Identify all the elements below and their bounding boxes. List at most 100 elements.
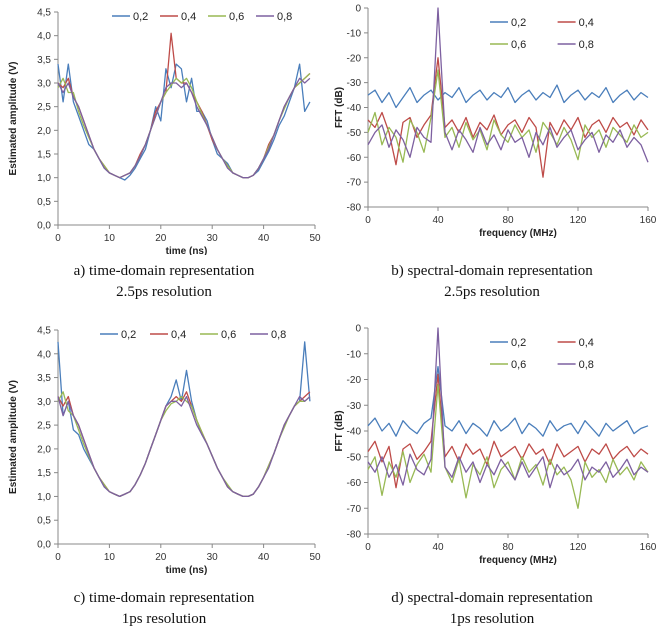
y-tick-label: 1,5 xyxy=(37,150,51,161)
series-line-0-8 xyxy=(367,7,649,163)
x-axis-label: frequency (MHz) xyxy=(479,228,557,239)
series-line-0-6 xyxy=(367,69,649,163)
y-tick-label: 3,5 xyxy=(37,373,51,384)
legend-label: 0,4 xyxy=(579,17,594,29)
y-tick-label: -20 xyxy=(347,375,362,386)
legend-label: 0,2 xyxy=(133,11,148,23)
y-tick-label: 3,0 xyxy=(37,397,51,408)
caption-a-line2: 2.5ps resolution xyxy=(116,284,212,300)
y-tick-label: 0,0 xyxy=(37,540,51,551)
y-tick-label: -50 xyxy=(347,128,362,139)
x-tick-label: 80 xyxy=(502,542,514,553)
y-tick-label: 0,5 xyxy=(37,197,51,208)
y-tick-label: 4,5 xyxy=(37,326,51,337)
y-tick-label: 1,5 xyxy=(37,468,51,479)
caption-d-line2: 1ps resolution xyxy=(449,611,535,627)
legend-label: 0,4 xyxy=(181,11,196,23)
y-tick-label: -70 xyxy=(347,178,362,189)
time-domain-chart-a: 0,0 0,5 1,0 1,5 2,0 2,5 3,0 3,5 4,0 4,5 0 10 20 30 40 5… xyxy=(8,8,321,256)
y-tick-label: -70 xyxy=(347,504,362,515)
series-line-0-2 xyxy=(367,84,649,109)
x-tick-label: 40 xyxy=(258,233,270,244)
y-tick-label: 0,0 xyxy=(37,221,51,232)
y-tick-label: -80 xyxy=(347,530,362,541)
x-tick-label: 0 xyxy=(365,215,371,226)
x-tick-label: 80 xyxy=(502,215,514,226)
y-axis-label: Estimated amplitude (V) xyxy=(8,380,19,494)
x-tick-label: 20 xyxy=(155,552,167,563)
legend-label: 0,6 xyxy=(511,359,526,371)
caption-d: d) spectral-domain representation 1ps re… xyxy=(328,588,656,630)
x-tick-label: 160 xyxy=(640,542,656,553)
x-tick-label: 120 xyxy=(570,215,587,226)
caption-a-line1: a) time-domain representation xyxy=(73,263,255,279)
series-line-0-4 xyxy=(57,391,311,498)
y-tick-label: 2,0 xyxy=(37,126,51,137)
series-line-0-4 xyxy=(367,373,649,489)
series-line-0-8 xyxy=(367,327,649,489)
y-tick-label: 2,5 xyxy=(37,421,51,432)
spectral-chart-b: -80 -70 -60 -50 -40 -30 -20 -10 0 0 40 80 120 160 0,2 0… xyxy=(334,4,656,240)
y-tick-label: 3,0 xyxy=(37,79,51,90)
y-tick-label: 4,0 xyxy=(37,349,51,360)
x-tick-label: 0 xyxy=(55,233,61,244)
y-tick-label: 2,5 xyxy=(37,102,51,113)
caption-b-line2: 2.5ps resolution xyxy=(444,284,540,300)
x-tick-label: 20 xyxy=(155,233,167,244)
y-axis-label: FFT (dB) xyxy=(334,87,345,128)
y-tick-label: 2,0 xyxy=(37,444,51,455)
y-axis-label: FFT (dB) xyxy=(334,410,345,451)
y-tick-label: -80 xyxy=(347,203,362,214)
x-tick-label: 10 xyxy=(104,552,116,563)
x-tick-label: 30 xyxy=(207,552,219,563)
legend-label: 0,8 xyxy=(271,329,286,341)
series-line-0-6 xyxy=(367,384,649,509)
legend-label: 0,8 xyxy=(579,39,594,51)
y-tick-label: 0 xyxy=(355,324,361,335)
caption-b: b) spectral-domain representation 2.5ps … xyxy=(328,261,656,303)
y-tick-label: -60 xyxy=(347,478,362,489)
x-tick-label: 50 xyxy=(309,552,321,563)
x-tick-label: 40 xyxy=(432,542,444,553)
legend-label: 0,8 xyxy=(579,359,594,371)
y-tick-label: 4,5 xyxy=(37,8,51,19)
time-domain-chart-c: 0,0 0,5 1,0 1,5 2,0 2,5 3,0 3,5 4,0 4,5 0 10 20 30 40 5… xyxy=(8,326,321,577)
legend-label: 0,8 xyxy=(277,11,292,23)
x-tick-label: 160 xyxy=(640,215,656,226)
series-line-0-4 xyxy=(57,32,311,179)
chart-panel-a: 0,0 0,5 1,0 1,5 2,0 2,5 3,0 3,5 4,0 4,5 0 10 20 30 40 5… xyxy=(0,0,328,256)
x-axis-label: time (ns) xyxy=(166,246,208,255)
legend-label: 0,2 xyxy=(511,337,526,349)
caption-d-line1: d) spectral-domain representation xyxy=(391,590,593,606)
caption-c-line1: c) time-domain representation xyxy=(73,590,255,606)
y-tick-label: 1,0 xyxy=(37,173,51,184)
legend-label: 0,6 xyxy=(221,329,236,341)
y-tick-label: 1,0 xyxy=(37,492,51,503)
legend-label: 0,2 xyxy=(511,17,526,29)
series-line-0-4 xyxy=(367,57,649,178)
series-line-0-2 xyxy=(57,341,311,498)
legend-label: 0,6 xyxy=(229,11,244,23)
caption-c-line2: 1ps resolution xyxy=(121,611,207,627)
x-tick-label: 50 xyxy=(309,233,321,244)
y-tick-label: -50 xyxy=(347,452,362,463)
chart-panel-c: 0,0 0,5 1,0 1,5 2,0 2,5 3,0 3,5 4,0 4,5 0 10 20 30 40 5… xyxy=(0,318,328,580)
y-tick-label: -30 xyxy=(347,401,362,412)
x-tick-label: 30 xyxy=(207,233,219,244)
x-tick-label: 0 xyxy=(365,542,371,553)
chart-panel-b: -80 -70 -60 -50 -40 -30 -20 -10 0 0 40 80 120 160 0,2 0… xyxy=(328,0,656,255)
series-line-0-8 xyxy=(57,395,311,498)
legend-label: 0,2 xyxy=(121,329,136,341)
y-tick-label: -10 xyxy=(347,349,362,360)
y-tick-label: -30 xyxy=(347,78,362,89)
legend-label: 0,4 xyxy=(579,337,594,349)
x-tick-label: 10 xyxy=(104,233,116,244)
series-line-0-8 xyxy=(57,77,311,179)
caption-c: c) time-domain representation 1ps resolu… xyxy=(0,588,328,630)
x-tick-label: 40 xyxy=(258,552,270,563)
y-tick-label: 0 xyxy=(355,4,361,15)
y-tick-label: 3,5 xyxy=(37,55,51,66)
caption-a: a) time-domain representation 2.5ps reso… xyxy=(0,261,328,303)
y-tick-label: -10 xyxy=(347,28,362,39)
legend-label: 0,4 xyxy=(171,329,186,341)
